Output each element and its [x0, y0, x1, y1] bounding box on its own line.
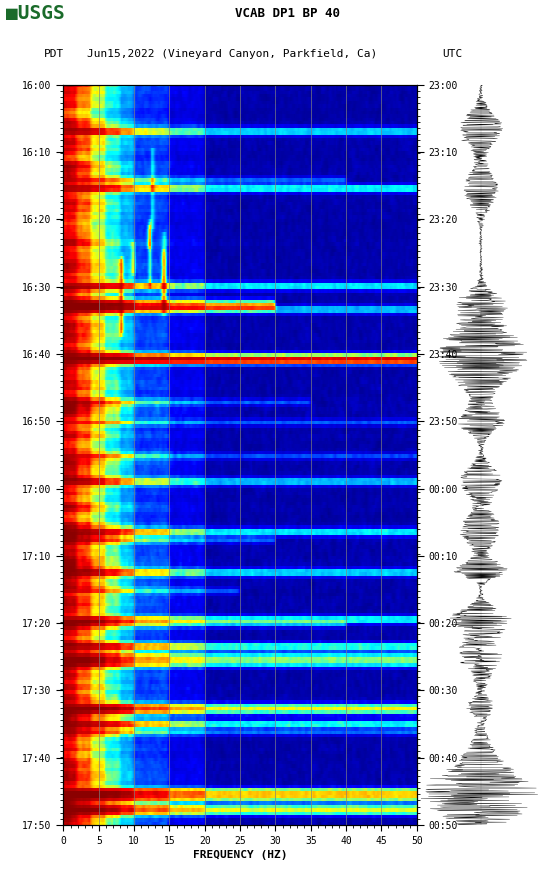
Text: PDT: PDT — [44, 49, 65, 59]
Text: Jun15,2022 (Vineyard Canyon, Parkfield, Ca): Jun15,2022 (Vineyard Canyon, Parkfield, … — [87, 49, 377, 59]
Text: ■USGS: ■USGS — [6, 4, 64, 23]
X-axis label: FREQUENCY (HZ): FREQUENCY (HZ) — [193, 850, 288, 860]
Text: VCAB DP1 BP 40: VCAB DP1 BP 40 — [235, 7, 339, 20]
Text: UTC: UTC — [443, 49, 463, 59]
